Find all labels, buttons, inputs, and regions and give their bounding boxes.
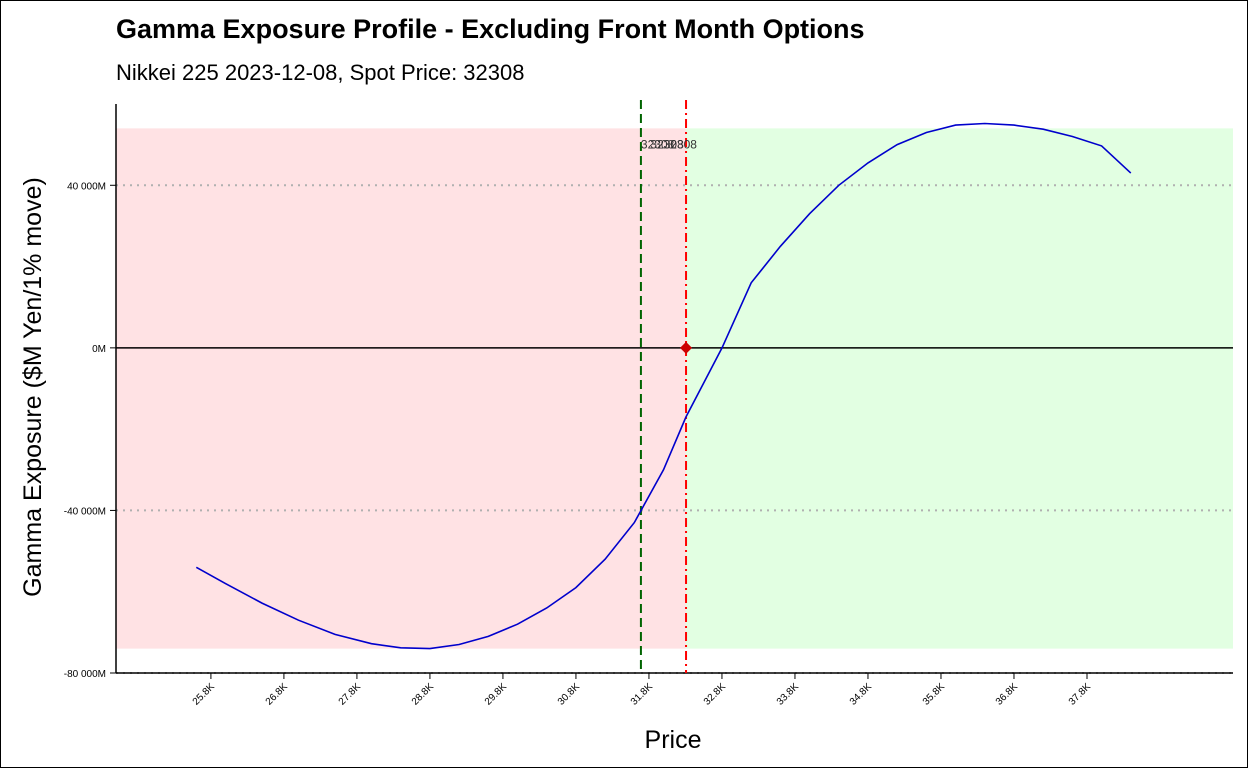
x-tick-label: 34.8K	[848, 681, 874, 707]
x-axis-label: Price	[645, 726, 702, 754]
annotation-label-0: 32308	[641, 138, 675, 152]
x-tick-label: 30.8K	[556, 681, 582, 707]
x-tick-label: 33.8K	[775, 681, 801, 707]
x-tick-label: 35.8K	[921, 681, 947, 707]
x-tick-label: 37.8K	[1067, 681, 1093, 707]
positive-gamma-region	[686, 128, 1233, 649]
x-tick-label: 25.8K	[191, 681, 217, 707]
x-tick-label: 36.8K	[994, 681, 1020, 707]
y-tick-label: -80 000M	[64, 669, 106, 680]
x-tick-label: 28.8K	[410, 681, 436, 707]
x-tick-label: 32.8K	[702, 681, 728, 707]
x-tick-label: 31.8K	[629, 681, 655, 707]
y-tick-label: 0M	[92, 344, 106, 355]
y-axis-label: Gamma Exposure ($M Yen/1% move)	[19, 177, 47, 597]
chart-subtitle: Nikkei 225 2023-12-08, Spot Price: 32308	[116, 60, 524, 85]
annotation-label-2: 32308	[664, 138, 698, 152]
gamma-series-line-0	[195, 122, 1132, 650]
annotation-label-1: 32308	[650, 138, 684, 152]
x-tick-label: 29.8K	[483, 681, 509, 707]
y-tick-label: -40 000M	[64, 506, 106, 517]
spot-marker	[680, 341, 693, 354]
chart-title: Gamma Exposure Profile - Excluding Front…	[116, 14, 865, 44]
y-tick-label: 40 000M	[67, 181, 106, 192]
x-tick-label: 26.8K	[264, 681, 290, 707]
negative-gamma-region	[116, 128, 687, 649]
x-tick-label: 27.8K	[337, 681, 363, 707]
